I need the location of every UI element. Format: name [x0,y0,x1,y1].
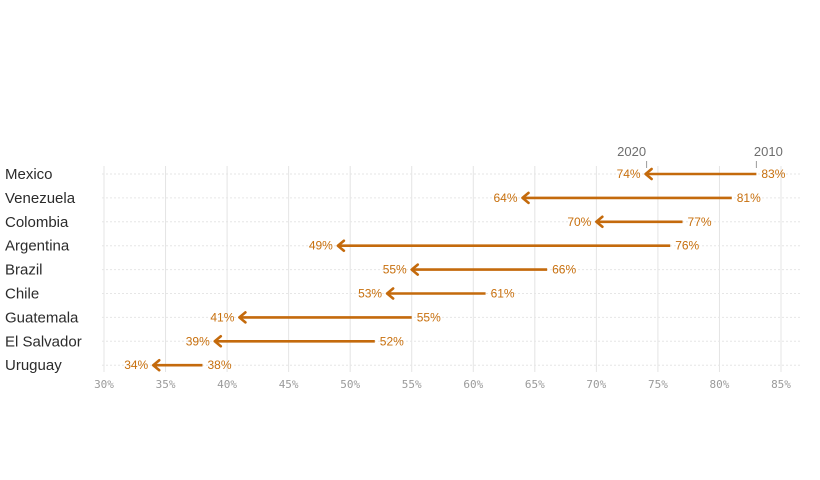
country-label: Venezuela [5,190,76,207]
arrowhead [595,215,604,229]
x-tick-label: 65% [525,378,545,391]
country-label: Chile [5,286,39,303]
country-label: Mexico [5,166,53,183]
value-label-2020: 34% [124,358,148,372]
x-tick-label: 70% [586,378,606,391]
value-label-2020: 39% [186,334,210,348]
value-label-2020: 70% [567,215,591,229]
year-label-2010: 2010 [754,144,783,159]
country-label: Brazil [5,262,43,279]
x-tick-label: 30% [94,378,114,391]
value-label-2010: 38% [207,358,231,372]
x-tick-label: 75% [648,378,668,391]
country-label: El Salvador [5,333,82,350]
country-label: Argentina [5,238,70,255]
arrowhead [151,358,161,372]
value-label-2010: 61% [491,287,515,301]
x-tick-label: 50% [340,378,360,391]
value-label-2010: 76% [675,239,699,253]
value-label-2010: 66% [552,263,576,277]
value-label-2020: 55% [383,263,407,277]
x-tick-label: 45% [279,378,299,391]
arrowhead [644,167,653,181]
arrowhead [521,191,530,205]
country-label: Guatemala [5,309,79,326]
x-tick-label: 80% [710,378,730,391]
x-tick-label: 85% [771,378,791,391]
value-label-2010: 77% [688,215,712,229]
x-tick-label: 35% [156,378,176,391]
country-label: Uruguay [5,357,62,374]
value-label-2020: 74% [617,167,641,181]
arrowhead [410,263,420,276]
year-label-2020: 2020 [617,144,646,159]
x-tick-label: 60% [463,378,483,391]
value-label-2010: 83% [761,167,785,181]
arrowhead [213,334,223,348]
value-label-2020: 53% [358,287,382,301]
value-label-2010: 81% [737,191,761,205]
value-label-2020: 49% [309,239,333,253]
value-label-2020: 64% [493,191,517,205]
country-label: Colombia [5,214,69,231]
x-tick-label: 55% [402,378,422,391]
value-label-2010: 52% [380,334,404,348]
arrowhead [238,311,247,324]
x-tick-label: 40% [217,378,237,391]
arrowhead [385,287,395,300]
value-label-2010: 55% [417,310,441,324]
value-label-2020: 41% [210,310,234,324]
arrowhead [336,239,346,252]
